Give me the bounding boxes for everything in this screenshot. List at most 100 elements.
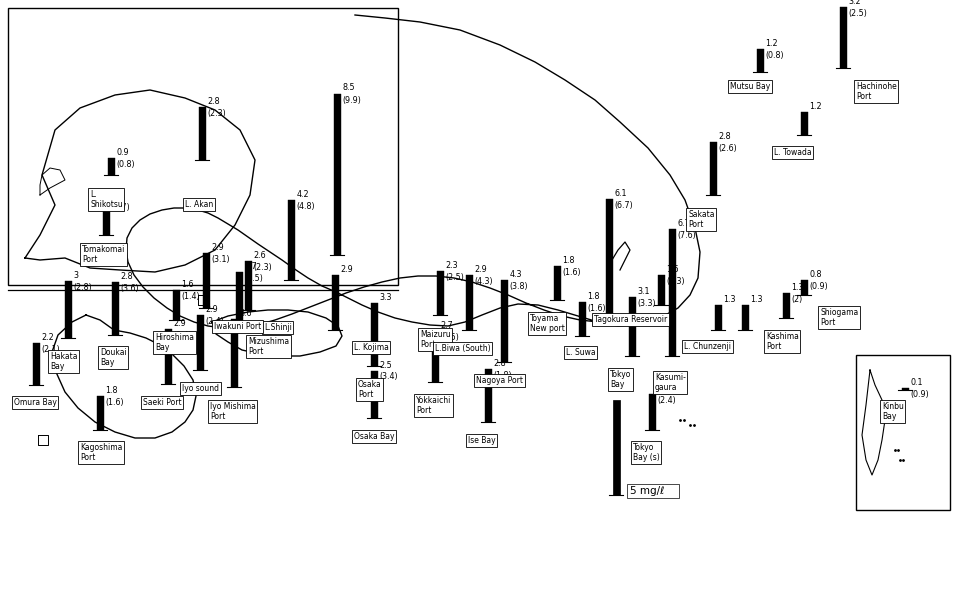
- Text: L. Chunzenji: L. Chunzenji: [684, 342, 731, 351]
- Bar: [432, 331, 438, 382]
- Text: 5 mg/ℓ: 5 mg/ℓ: [630, 486, 665, 496]
- Text: 2.8: 2.8: [207, 97, 221, 106]
- Text: 2.7: 2.7: [244, 262, 257, 271]
- Text: (1.4): (1.4): [181, 292, 201, 301]
- Text: Osaka
Port: Osaka Port: [358, 380, 382, 400]
- Bar: [626, 484, 678, 498]
- Text: L. Towada: L. Towada: [774, 148, 812, 157]
- Text: (3.7): (3.7): [240, 320, 259, 329]
- Text: 1.8: 1.8: [106, 386, 118, 395]
- Text: L.Biwa (South): L.Biwa (South): [435, 344, 491, 353]
- Text: (0.8): (0.8): [117, 160, 136, 169]
- Bar: [800, 280, 808, 295]
- Text: 6.7: 6.7: [678, 218, 690, 227]
- Bar: [32, 343, 39, 385]
- Text: 2.8: 2.8: [120, 272, 134, 281]
- Bar: [500, 280, 507, 362]
- Bar: [102, 201, 110, 235]
- Text: (2.5): (2.5): [440, 332, 459, 341]
- Text: Yokkaichi
Port: Yokkaichi Port: [416, 396, 452, 415]
- Text: (3.8): (3.8): [510, 283, 528, 291]
- Text: 3: 3: [74, 271, 78, 280]
- Text: (2.4): (2.4): [174, 331, 192, 340]
- Bar: [657, 275, 665, 305]
- Bar: [244, 260, 251, 310]
- Bar: [839, 7, 846, 68]
- Bar: [236, 272, 243, 323]
- Text: (7.6): (7.6): [678, 230, 696, 239]
- Bar: [856, 355, 950, 510]
- Text: (2.4): (2.4): [205, 317, 224, 326]
- Text: (2.5): (2.5): [446, 274, 464, 283]
- Bar: [554, 266, 561, 300]
- Text: Iyo sound: Iyo sound: [182, 384, 219, 393]
- Text: 2.9: 2.9: [341, 265, 353, 274]
- Text: 8.5: 8.5: [343, 83, 355, 92]
- Text: (3.3): (3.3): [638, 299, 656, 308]
- Text: 2.9: 2.9: [212, 243, 224, 252]
- Bar: [287, 200, 294, 280]
- Text: Kagoshima
Port: Kagoshima Port: [80, 443, 122, 463]
- Text: 3.6: 3.6: [240, 308, 252, 317]
- Bar: [333, 94, 341, 255]
- Bar: [199, 107, 205, 160]
- Text: Mutsu Bay: Mutsu Bay: [730, 82, 771, 91]
- Text: (2.6): (2.6): [718, 144, 737, 153]
- Text: 3.2: 3.2: [849, 0, 861, 6]
- Bar: [436, 271, 443, 315]
- Text: Tokyo
Bay (s): Tokyo Bay (s): [633, 443, 660, 463]
- Bar: [710, 142, 716, 195]
- Text: L. Suwa: L. Suwa: [566, 348, 596, 357]
- Bar: [668, 229, 675, 356]
- Bar: [371, 304, 377, 366]
- Text: Iyo Mishima
Port: Iyo Mishima Port: [210, 402, 256, 421]
- Text: Sakata
Port: Sakata Port: [688, 210, 714, 229]
- Bar: [605, 199, 612, 315]
- Bar: [230, 319, 238, 387]
- Bar: [197, 315, 203, 370]
- Bar: [8, 8, 398, 285]
- Text: (2.3): (2.3): [254, 263, 272, 272]
- Text: (1.6): (1.6): [562, 268, 582, 277]
- Bar: [202, 253, 209, 308]
- Text: 0.9: 0.9: [117, 148, 129, 157]
- Text: 6.1: 6.1: [615, 189, 627, 198]
- Text: Omura Bay: Omura Bay: [14, 398, 57, 407]
- Bar: [65, 281, 72, 338]
- Text: (2.5): (2.5): [244, 274, 264, 283]
- Text: 1.8: 1.8: [587, 292, 600, 301]
- Text: Hachinohe
Port: Hachinohe Port: [856, 82, 897, 101]
- Text: 1.9: 1.9: [658, 384, 670, 393]
- Text: 2.9: 2.9: [475, 265, 487, 274]
- Text: Tagokura Reservoir: Tagokura Reservoir: [594, 315, 668, 324]
- Text: Kasumi-
gaura: Kasumi- gaura: [655, 373, 686, 392]
- Bar: [612, 400, 620, 495]
- Text: Mizushima
Port: Mizushima Port: [248, 337, 289, 356]
- Text: 2.8: 2.8: [494, 359, 506, 368]
- Text: 3.3: 3.3: [379, 293, 393, 302]
- Bar: [465, 275, 473, 330]
- Text: Shiogama
Port: Shiogama Port: [820, 308, 859, 328]
- Text: 1.8: 1.8: [112, 191, 124, 200]
- Bar: [782, 293, 790, 318]
- Text: (2): (2): [792, 295, 803, 304]
- Text: L. Akan: L. Akan: [185, 200, 213, 209]
- Bar: [164, 329, 172, 384]
- Bar: [108, 158, 115, 175]
- Bar: [714, 305, 721, 330]
- Bar: [579, 302, 585, 336]
- Text: 1.2: 1.2: [766, 39, 778, 48]
- Text: 2.9: 2.9: [174, 319, 186, 328]
- Bar: [741, 305, 749, 330]
- Text: (3.6): (3.6): [120, 284, 139, 293]
- Text: 2.9: 2.9: [205, 305, 219, 314]
- Bar: [371, 370, 377, 418]
- Text: 2.7: 2.7: [440, 320, 454, 329]
- Text: L. Kojima: L. Kojima: [354, 343, 389, 352]
- Bar: [112, 282, 118, 335]
- Text: (2.4): (2.4): [658, 396, 676, 405]
- Text: (1.8): (1.8): [494, 371, 512, 380]
- Bar: [648, 394, 655, 430]
- Text: (4.3): (4.3): [475, 277, 493, 286]
- Text: (6.7): (6.7): [615, 201, 633, 210]
